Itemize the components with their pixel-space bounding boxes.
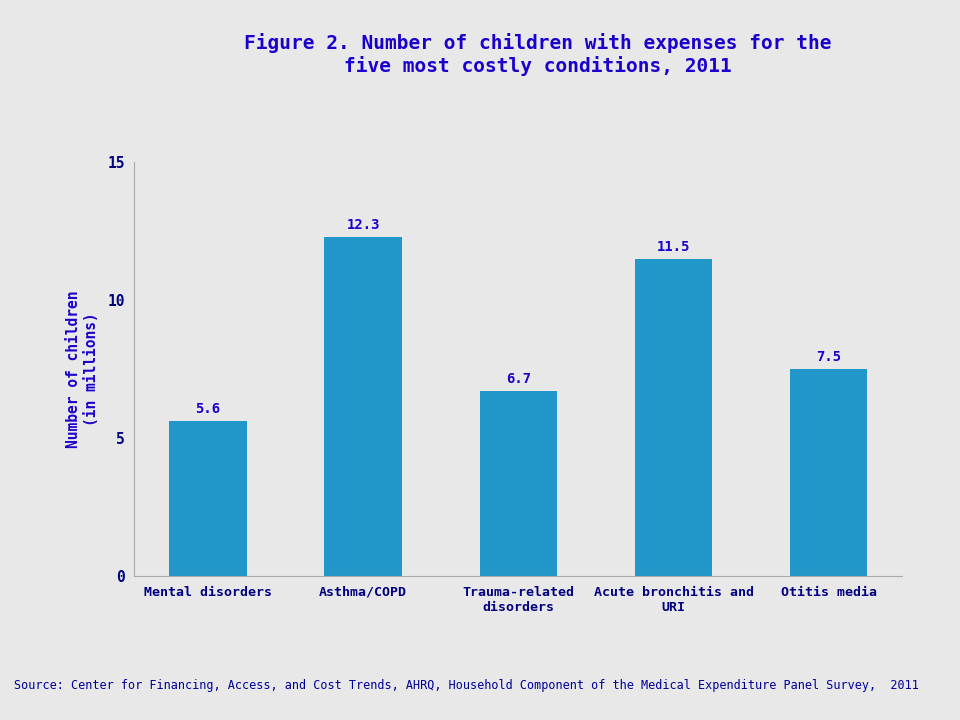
Bar bbox=[790, 369, 868, 576]
Text: 5.6: 5.6 bbox=[196, 402, 221, 416]
Bar bbox=[169, 421, 247, 576]
Text: Source: Center for Financing, Access, and Cost Trends, AHRQ, Household Component: Source: Center for Financing, Access, an… bbox=[14, 680, 920, 693]
Y-axis label: Number of children
(in millions): Number of children (in millions) bbox=[66, 290, 99, 448]
Text: 11.5: 11.5 bbox=[657, 240, 690, 253]
Text: 12.3: 12.3 bbox=[347, 217, 380, 232]
Text: Figure 2. Number of children with expenses for the
five most costly conditions, : Figure 2. Number of children with expens… bbox=[244, 33, 831, 76]
Bar bbox=[480, 391, 557, 576]
Text: 6.7: 6.7 bbox=[506, 372, 531, 386]
Text: 7.5: 7.5 bbox=[816, 350, 841, 364]
Bar bbox=[635, 258, 712, 576]
Bar bbox=[324, 237, 402, 576]
